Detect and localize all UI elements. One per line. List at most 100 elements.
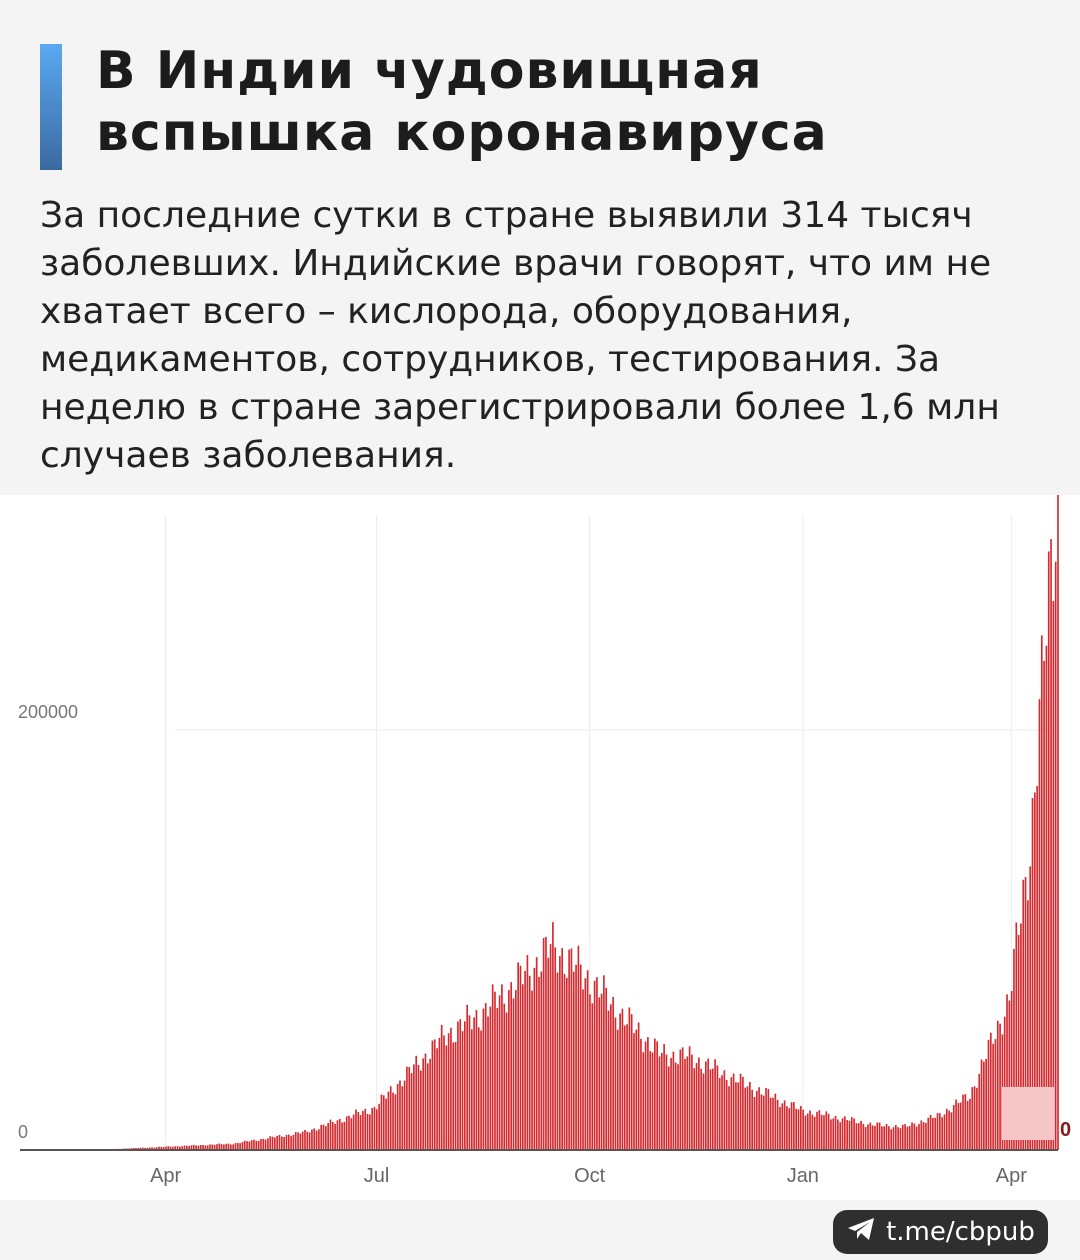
data-bar bbox=[297, 1132, 299, 1150]
data-bar bbox=[264, 1139, 267, 1150]
data-bar bbox=[306, 1131, 309, 1150]
data-bar bbox=[927, 1117, 930, 1150]
data-bar bbox=[572, 971, 575, 1150]
data-bar bbox=[725, 1079, 728, 1150]
data-bar bbox=[517, 962, 519, 1150]
data-bar bbox=[651, 1052, 654, 1150]
data-bar bbox=[401, 1086, 404, 1150]
data-bar bbox=[236, 1142, 239, 1150]
data-bar bbox=[885, 1124, 888, 1150]
data-bar bbox=[144, 1147, 146, 1150]
latest-day-highlight bbox=[1002, 1087, 1054, 1140]
data-bar bbox=[626, 1024, 628, 1150]
data-bar bbox=[559, 956, 561, 1150]
data-bar bbox=[688, 1046, 691, 1150]
data-bar bbox=[420, 1070, 422, 1150]
data-bar bbox=[767, 1089, 770, 1150]
data-bar bbox=[684, 1059, 686, 1150]
data-bar bbox=[941, 1117, 943, 1150]
data-bar bbox=[301, 1131, 304, 1150]
data-bar bbox=[799, 1105, 802, 1150]
data-bar bbox=[1036, 786, 1038, 1150]
data-bar bbox=[533, 967, 536, 1150]
data-bar bbox=[811, 1114, 814, 1150]
title-accent-bar bbox=[40, 44, 62, 170]
data-bar bbox=[239, 1143, 241, 1150]
data-bar bbox=[695, 1063, 698, 1150]
data-bar bbox=[621, 1008, 624, 1150]
data-bar bbox=[246, 1141, 248, 1150]
data-bar bbox=[758, 1087, 760, 1150]
data-bar bbox=[702, 1073, 705, 1150]
data-bar bbox=[565, 977, 568, 1150]
data-bar bbox=[424, 1053, 427, 1150]
data-bar bbox=[269, 1136, 272, 1150]
data-bar bbox=[950, 1112, 953, 1150]
data-bar bbox=[158, 1146, 160, 1150]
data-bar bbox=[429, 1058, 431, 1150]
data-bar bbox=[614, 1017, 617, 1150]
data-bar bbox=[452, 1042, 455, 1150]
data-bar bbox=[913, 1123, 916, 1150]
data-bar bbox=[894, 1124, 897, 1150]
data-bar bbox=[739, 1073, 742, 1150]
data-bar bbox=[176, 1146, 179, 1150]
data-bar bbox=[355, 1109, 357, 1150]
data-bar bbox=[223, 1144, 225, 1150]
data-bar bbox=[665, 1054, 668, 1150]
data-bar bbox=[718, 1077, 721, 1150]
data-bar bbox=[1006, 994, 1008, 1150]
data-bar bbox=[850, 1117, 853, 1150]
data-bar bbox=[714, 1059, 716, 1150]
channel-link-badge[interactable]: t.me/cbpub bbox=[833, 1210, 1048, 1254]
data-bar bbox=[510, 982, 513, 1150]
data-bar bbox=[918, 1124, 920, 1150]
y-tick-label: 200000 bbox=[18, 702, 78, 722]
data-bar bbox=[816, 1111, 818, 1150]
data-bar bbox=[707, 1058, 709, 1150]
data-bar bbox=[871, 1125, 874, 1150]
data-bar bbox=[334, 1123, 336, 1150]
data-bar bbox=[809, 1110, 811, 1150]
data-bar bbox=[779, 1106, 781, 1150]
data-bar bbox=[209, 1144, 211, 1150]
data-bar bbox=[693, 1068, 696, 1150]
data-bar bbox=[343, 1121, 346, 1150]
data-bar bbox=[906, 1126, 909, 1150]
data-bar bbox=[248, 1141, 251, 1150]
data-bar bbox=[211, 1144, 214, 1150]
data-bar bbox=[260, 1139, 262, 1150]
data-bar bbox=[1045, 645, 1048, 1150]
data-bar bbox=[755, 1090, 758, 1150]
data-bar bbox=[373, 1106, 376, 1150]
data-bar bbox=[352, 1114, 355, 1150]
data-bar bbox=[760, 1094, 763, 1150]
data-bar bbox=[934, 1117, 937, 1150]
data-bar bbox=[327, 1123, 329, 1150]
data-bar bbox=[735, 1082, 737, 1150]
data-bar bbox=[667, 1066, 670, 1150]
data-bar bbox=[698, 1057, 700, 1150]
data-bar bbox=[732, 1073, 735, 1150]
data-bar bbox=[628, 1007, 631, 1150]
data-bar bbox=[904, 1124, 906, 1150]
data-bar bbox=[496, 1007, 499, 1150]
data-bar bbox=[503, 1003, 506, 1150]
data-bar bbox=[832, 1118, 835, 1150]
data-bar bbox=[742, 1076, 744, 1150]
data-bar bbox=[459, 1019, 462, 1150]
data-bar bbox=[304, 1129, 306, 1150]
data-bar bbox=[285, 1134, 288, 1150]
data-bar bbox=[172, 1146, 174, 1150]
data-bar bbox=[973, 1086, 976, 1150]
data-bar bbox=[292, 1134, 295, 1150]
data-bar bbox=[878, 1122, 881, 1150]
data-bar bbox=[1024, 876, 1027, 1150]
data-bar bbox=[837, 1119, 839, 1150]
data-bar bbox=[141, 1147, 144, 1150]
data-bar bbox=[415, 1055, 418, 1150]
data-bar bbox=[952, 1105, 955, 1150]
data-bar bbox=[772, 1097, 774, 1150]
data-bar bbox=[971, 1087, 974, 1150]
data-bar bbox=[607, 1010, 610, 1150]
